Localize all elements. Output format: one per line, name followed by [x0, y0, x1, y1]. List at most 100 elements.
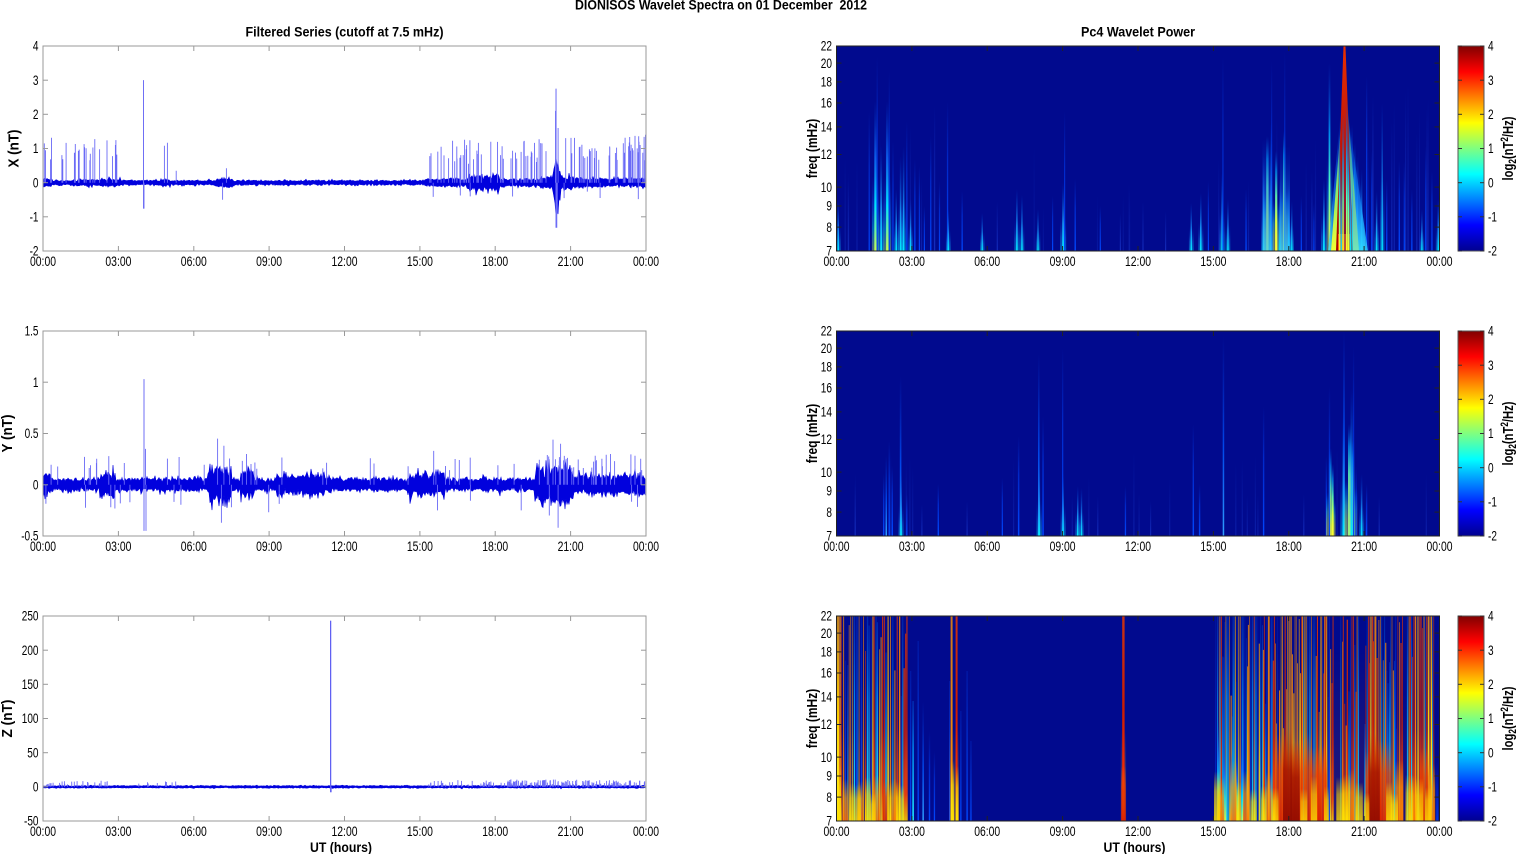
- svg-text:-1: -1: [1488, 495, 1497, 510]
- svg-text:3: 3: [1488, 358, 1494, 373]
- svg-text:50: 50: [27, 745, 38, 760]
- svg-text:12:00: 12:00: [332, 538, 358, 554]
- svg-text:12:00: 12:00: [332, 823, 358, 839]
- svg-text:1: 1: [1488, 711, 1494, 726]
- svg-text:7: 7: [826, 529, 832, 544]
- svg-text:0: 0: [33, 780, 39, 795]
- svg-text:log2(nT2/Hz): log2(nT2/Hz): [1499, 117, 1519, 181]
- svg-text:06:00: 06:00: [181, 538, 207, 554]
- svg-text:15:00: 15:00: [407, 538, 433, 554]
- svg-text:14: 14: [821, 690, 833, 705]
- svg-text:freq (mHz): freq (mHz): [804, 119, 821, 178]
- svg-text:12: 12: [821, 432, 832, 447]
- svg-text:Pc4 Wavelet Power: Pc4 Wavelet Power: [1081, 25, 1196, 40]
- svg-text:16: 16: [821, 666, 832, 681]
- svg-text:12:00: 12:00: [1125, 823, 1151, 839]
- svg-text:09:00: 09:00: [1050, 823, 1076, 839]
- svg-text:log2(nT2/Hz): log2(nT2/Hz): [1499, 687, 1519, 751]
- svg-text:06:00: 06:00: [181, 253, 207, 269]
- svg-text:150: 150: [22, 677, 39, 692]
- svg-text:12: 12: [821, 147, 832, 162]
- svg-text:22: 22: [821, 39, 832, 54]
- svg-text:20: 20: [821, 56, 832, 71]
- svg-text:00:00: 00:00: [633, 253, 659, 269]
- svg-text:15:00: 15:00: [407, 823, 433, 839]
- svg-text:1: 1: [33, 141, 39, 156]
- svg-text:00:00: 00:00: [1427, 538, 1453, 554]
- svg-text:0.5: 0.5: [25, 426, 39, 441]
- svg-text:09:00: 09:00: [256, 823, 282, 839]
- svg-text:DIONISOS Wavelet Spectra on 01: DIONISOS Wavelet Spectra on 01 December …: [575, 0, 867, 13]
- svg-text:-1: -1: [1488, 780, 1497, 795]
- svg-text:Y (nT): Y (nT): [0, 414, 16, 452]
- svg-text:12:00: 12:00: [332, 253, 358, 269]
- svg-text:1: 1: [33, 375, 39, 390]
- svg-text:03:00: 03:00: [105, 538, 131, 554]
- svg-text:16: 16: [821, 381, 832, 396]
- svg-text:06:00: 06:00: [974, 538, 1000, 554]
- svg-text:15:00: 15:00: [1200, 538, 1226, 554]
- svg-text:21:00: 21:00: [558, 253, 584, 269]
- svg-text:3: 3: [33, 73, 39, 88]
- svg-text:3: 3: [1488, 643, 1494, 658]
- svg-text:10: 10: [821, 465, 832, 480]
- svg-text:-2: -2: [1488, 529, 1497, 544]
- svg-text:00:00: 00:00: [30, 253, 56, 269]
- svg-text:4: 4: [1488, 324, 1494, 339]
- svg-text:freq (mHz): freq (mHz): [804, 689, 821, 748]
- svg-text:18: 18: [821, 360, 832, 375]
- svg-text:03:00: 03:00: [105, 823, 131, 839]
- svg-text:21:00: 21:00: [1351, 538, 1377, 554]
- svg-text:8: 8: [826, 220, 832, 235]
- svg-text:1: 1: [1488, 426, 1494, 441]
- svg-text:1: 1: [1488, 141, 1494, 156]
- svg-text:15:00: 15:00: [407, 253, 433, 269]
- svg-text:8: 8: [826, 790, 832, 805]
- svg-text:18:00: 18:00: [482, 823, 508, 839]
- svg-text:00:00: 00:00: [633, 538, 659, 554]
- svg-text:00:00: 00:00: [824, 823, 850, 839]
- svg-text:03:00: 03:00: [899, 823, 925, 839]
- svg-text:2: 2: [1488, 392, 1494, 407]
- svg-text:18:00: 18:00: [1276, 538, 1302, 554]
- svg-text:2: 2: [1488, 677, 1494, 692]
- svg-text:22: 22: [821, 324, 832, 339]
- svg-text:4: 4: [33, 39, 39, 54]
- svg-text:0: 0: [1488, 460, 1494, 475]
- svg-text:4: 4: [1488, 39, 1494, 54]
- svg-text:0: 0: [33, 175, 39, 190]
- svg-text:8: 8: [826, 505, 832, 520]
- svg-text:06:00: 06:00: [974, 823, 1000, 839]
- svg-text:16: 16: [821, 96, 832, 111]
- svg-text:-2: -2: [1488, 814, 1497, 829]
- svg-text:1.5: 1.5: [25, 324, 39, 339]
- svg-text:00:00: 00:00: [633, 823, 659, 839]
- svg-text:09:00: 09:00: [1050, 253, 1076, 269]
- svg-text:-1: -1: [1488, 210, 1497, 225]
- svg-text:-2: -2: [30, 244, 39, 259]
- svg-text:18:00: 18:00: [482, 253, 508, 269]
- svg-text:9: 9: [826, 769, 832, 784]
- svg-text:3: 3: [1488, 73, 1494, 88]
- svg-text:00:00: 00:00: [1427, 253, 1453, 269]
- svg-text:0: 0: [1488, 745, 1494, 760]
- svg-text:15:00: 15:00: [1200, 253, 1226, 269]
- svg-text:09:00: 09:00: [256, 538, 282, 554]
- svg-text:Z (nT): Z (nT): [0, 700, 16, 738]
- svg-text:06:00: 06:00: [974, 253, 1000, 269]
- svg-text:-0.5: -0.5: [21, 529, 38, 544]
- svg-text:freq (mHz): freq (mHz): [804, 404, 821, 463]
- svg-text:22: 22: [821, 609, 832, 624]
- svg-text:UT (hours): UT (hours): [1104, 840, 1166, 854]
- svg-text:18:00: 18:00: [482, 538, 508, 554]
- svg-text:10: 10: [821, 180, 832, 195]
- svg-text:00:00: 00:00: [824, 538, 850, 554]
- svg-text:100: 100: [22, 711, 39, 726]
- svg-text:9: 9: [826, 484, 832, 499]
- svg-text:21:00: 21:00: [558, 823, 584, 839]
- svg-text:2: 2: [1488, 107, 1494, 122]
- svg-text:09:00: 09:00: [1050, 538, 1076, 554]
- svg-text:20: 20: [821, 626, 832, 641]
- svg-text:9: 9: [826, 199, 832, 214]
- svg-text:log2(nT2/Hz): log2(nT2/Hz): [1499, 402, 1519, 466]
